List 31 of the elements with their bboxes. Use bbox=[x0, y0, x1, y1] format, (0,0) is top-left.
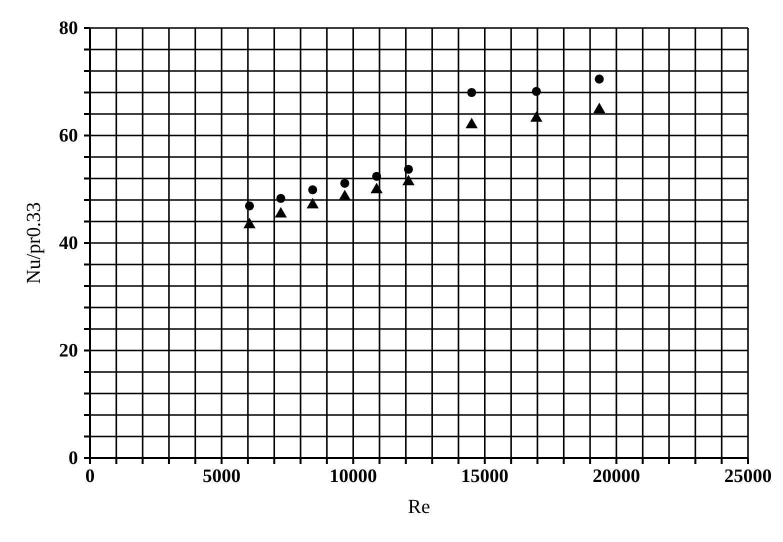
point bbox=[593, 102, 606, 114]
point bbox=[276, 194, 286, 203]
point bbox=[402, 174, 415, 186]
point bbox=[338, 190, 351, 200]
x-tick-label: 15000 bbox=[461, 466, 509, 487]
x-tick-label: 0 bbox=[85, 466, 95, 487]
y-tick-label: 40 bbox=[59, 233, 78, 254]
point bbox=[370, 182, 383, 194]
x-tick-label: 25000 bbox=[724, 466, 772, 487]
point bbox=[532, 86, 541, 96]
y-tick-label: 80 bbox=[59, 18, 78, 39]
x-tick-label: 10000 bbox=[329, 466, 377, 487]
point bbox=[467, 88, 476, 98]
point bbox=[306, 198, 319, 208]
y-tick-label: 60 bbox=[59, 126, 78, 146]
point bbox=[340, 178, 350, 188]
point bbox=[274, 206, 287, 218]
y-tick-label: 20 bbox=[59, 340, 78, 362]
x-tick-label: 5000 bbox=[202, 466, 241, 487]
point bbox=[243, 218, 256, 228]
point bbox=[372, 172, 382, 181]
point bbox=[530, 111, 542, 122]
x-axis-title: Re bbox=[408, 496, 430, 518]
x-tick-label: 20000 bbox=[592, 466, 640, 487]
point bbox=[308, 185, 318, 194]
y-tick-label: 0 bbox=[68, 448, 78, 469]
y-axis-title: Nu/pr0.33 bbox=[23, 202, 46, 284]
point bbox=[244, 201, 254, 210]
point bbox=[594, 74, 604, 84]
point bbox=[466, 118, 478, 128]
point bbox=[404, 164, 413, 174]
